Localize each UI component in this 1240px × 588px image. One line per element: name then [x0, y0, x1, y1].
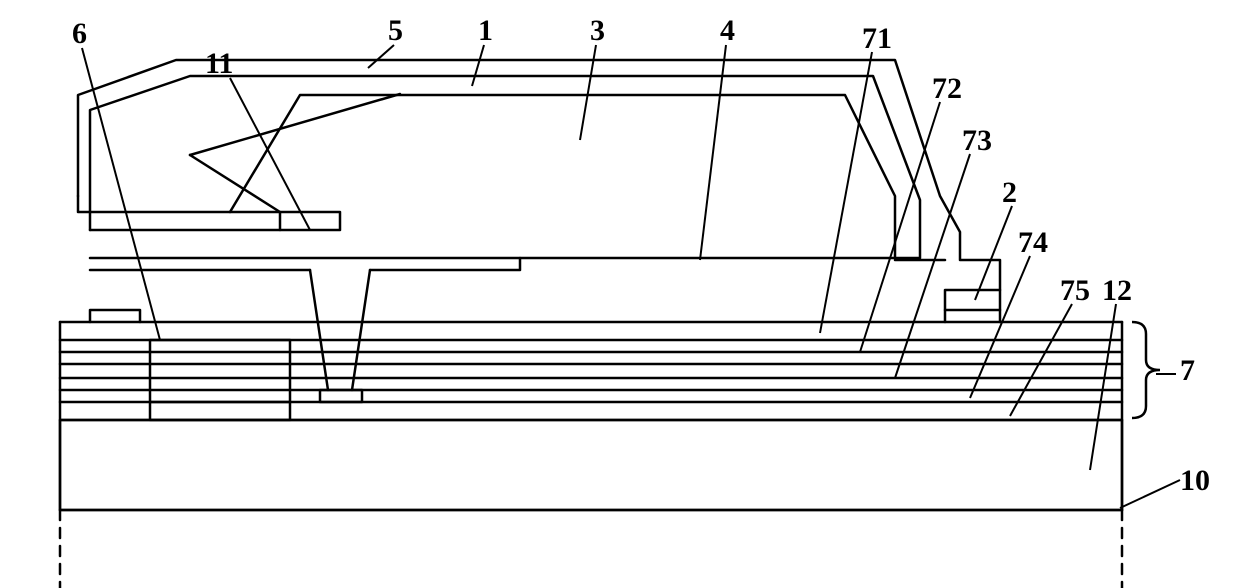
lbl-75: 75: [1060, 274, 1090, 307]
lbl-1-leader: [472, 45, 484, 86]
lbl-73-leader: [895, 154, 970, 378]
lbl-12-leader: [1090, 304, 1116, 470]
mid-plate: [90, 258, 520, 270]
lbl-4: 4: [720, 14, 735, 47]
lbl-74: 74: [1018, 226, 1048, 259]
inner-contour-3: [230, 95, 895, 258]
via-plug: [310, 270, 370, 402]
lbl-71: 71: [862, 22, 892, 55]
lbl-6: 6: [72, 17, 87, 50]
inner-left-wall: [190, 155, 280, 230]
lbl-2-leader: [975, 206, 1012, 300]
lbl-7: 7: [1180, 354, 1195, 387]
lbl-10-leader: [1120, 480, 1180, 508]
lbl-72-leader: [860, 102, 940, 352]
lbl-6-leader: [82, 48, 160, 340]
lbl-5-leader: [368, 45, 394, 68]
lbl-73: 73: [962, 124, 992, 157]
lbl-12: 12: [1102, 274, 1132, 307]
right-pad-2: [945, 290, 1000, 310]
lbl-10: 10: [1180, 464, 1210, 497]
lbl-3: 3: [590, 14, 605, 47]
lbl-1: 1: [478, 14, 493, 47]
layer-brace-7: [1132, 322, 1160, 418]
left-step-block: [90, 310, 140, 322]
lbl-5: 5: [388, 14, 403, 47]
labels-group: 6 11 5 1 3 4 71 7273 274 75 12 7 10: [72, 14, 1210, 508]
lbl-11-leader: [230, 78, 310, 230]
lbl-11: 11: [205, 47, 233, 80]
lbl-2: 2: [1002, 176, 1017, 209]
lbl-72: 72: [932, 72, 962, 105]
substrate-region: [60, 420, 1122, 510]
